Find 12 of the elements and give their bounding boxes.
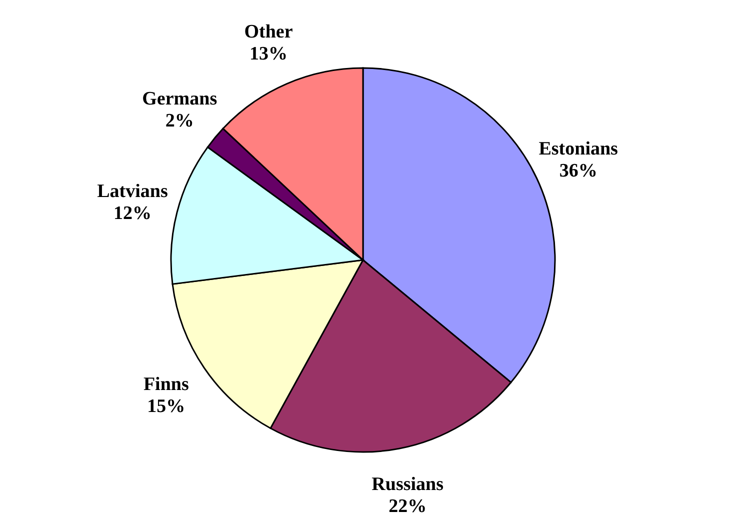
data-label: 22%: [388, 496, 427, 517]
slice-label: Russians: [372, 474, 444, 495]
data-label: 12%: [113, 202, 152, 224]
slice-label: Finns: [143, 374, 189, 395]
data-label: 2%: [165, 110, 194, 132]
data-label: 13%: [249, 44, 288, 65]
slice-label: Germans: [142, 88, 218, 110]
slice-label: Other: [244, 22, 294, 43]
data-label: 36%: [559, 160, 598, 182]
slice-label: Estonians: [538, 138, 618, 160]
data-label: 15%: [147, 396, 186, 417]
slice-label: Latvians: [97, 180, 168, 202]
